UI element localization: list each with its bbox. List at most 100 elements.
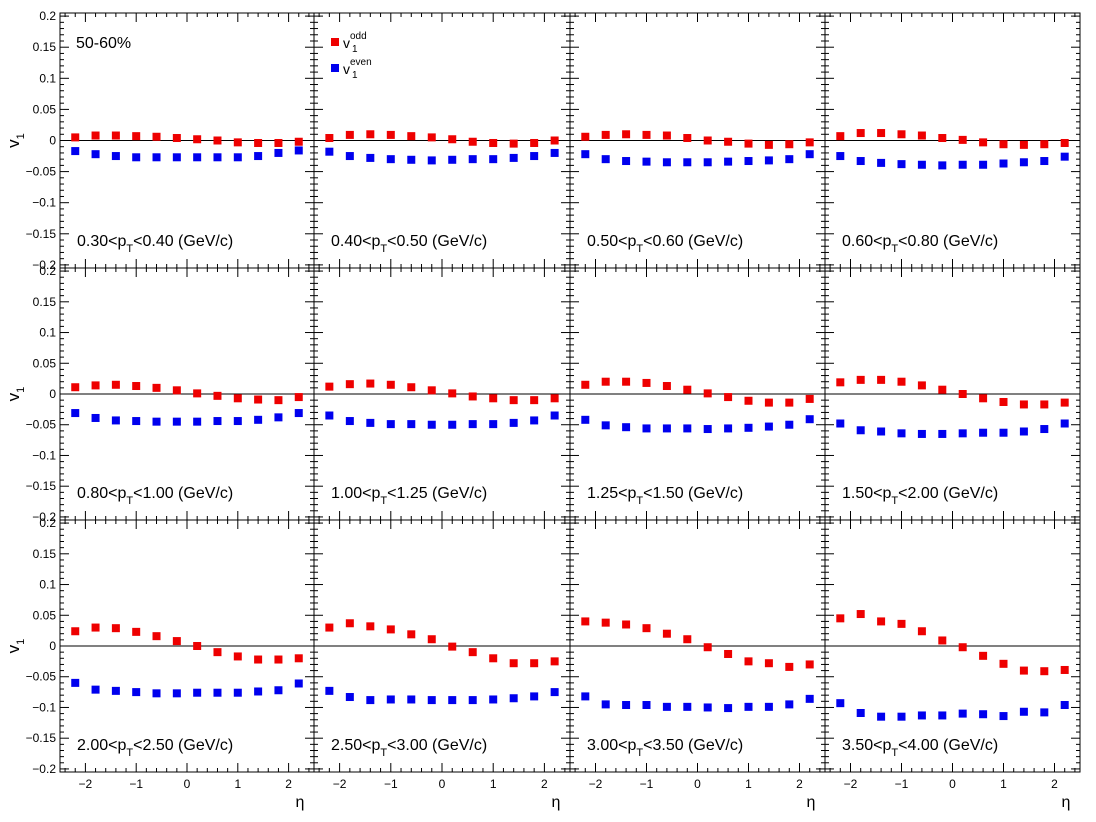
point-v1-odd <box>111 624 120 633</box>
point-v1-odd <box>550 657 559 666</box>
point-v1-odd <box>703 389 712 398</box>
point-v1-even <box>744 157 753 166</box>
point-v1-odd <box>193 135 202 144</box>
point-v1-even <box>132 688 141 697</box>
point-v1-odd <box>897 377 906 386</box>
point-v1-even <box>550 688 559 697</box>
point-v1-even <box>407 420 416 429</box>
point-v1-odd <box>386 130 395 139</box>
point-v1-even <box>366 153 375 162</box>
y-tick-label: −0.1 <box>32 448 56 462</box>
point-v1-even <box>427 156 436 165</box>
x-tick-label: −1 <box>129 777 143 791</box>
point-v1-odd <box>489 138 498 147</box>
point-v1-odd <box>71 383 80 392</box>
point-v1-odd <box>550 394 559 403</box>
x-tick-label: −2 <box>844 777 858 791</box>
point-v1-odd <box>877 617 886 626</box>
point-v1-odd <box>877 129 886 138</box>
point-v1-odd <box>917 131 926 140</box>
pt-bin-label: 0.30<pT<0.40 (GeV/c) <box>77 233 233 255</box>
pt-bin-label: 2.00<pT<2.50 (GeV/c) <box>77 737 233 759</box>
point-v1-even <box>1060 152 1069 161</box>
point-v1-even <box>1019 427 1028 436</box>
panel-grid: 0.2 0.15 0.1 0.05 0 −0.05 −0.1 −0.15 −0.2 0.30<pT… <box>26 9 1081 791</box>
point-v1-even <box>622 701 631 710</box>
y-tick-label: 0.05 <box>33 356 57 370</box>
point-v1-even <box>999 159 1008 168</box>
panel-11: −2 −1 0 1 2 3.00<pT<3.50 (GeV/c) <box>569 519 826 791</box>
point-v1-even <box>233 417 242 426</box>
x-tick-label: 1 <box>490 777 497 791</box>
point-v1-even <box>683 158 692 167</box>
point-v1-odd <box>1019 666 1028 675</box>
point-v1-even <box>1040 157 1049 166</box>
point-v1-odd <box>1060 665 1069 674</box>
centrality-label: 50-60% <box>76 35 131 52</box>
point-v1-odd <box>938 385 947 394</box>
point-v1-even <box>345 693 354 702</box>
point-v1-even <box>530 692 539 701</box>
point-v1-odd <box>132 132 141 141</box>
point-v1-odd <box>325 134 334 143</box>
point-v1-even <box>836 699 845 708</box>
point-v1-even <box>805 694 814 703</box>
point-v1-even <box>91 685 100 694</box>
point-v1-odd <box>254 138 263 147</box>
point-v1-even <box>193 153 202 162</box>
y-tick-label: 0 <box>49 639 56 653</box>
y-tick-label: 0.2 <box>39 264 56 278</box>
point-v1-odd <box>407 383 416 392</box>
point-v1-even <box>152 153 161 162</box>
point-v1-odd <box>999 140 1008 149</box>
point-v1-odd <box>917 627 926 636</box>
point-v1-odd <box>622 130 631 139</box>
y-tick-label: −0.05 <box>26 670 57 684</box>
point-v1-odd <box>111 380 120 389</box>
point-v1-odd <box>764 140 773 149</box>
point-v1-odd <box>1060 398 1069 407</box>
point-v1-even <box>325 411 334 420</box>
x-tick-label: 0 <box>949 777 956 791</box>
x-tick-label: 1 <box>1000 777 1007 791</box>
y-tick-label: −0.15 <box>26 731 57 745</box>
point-v1-odd <box>897 130 906 139</box>
point-v1-even <box>172 689 181 698</box>
point-v1-odd <box>111 131 120 140</box>
point-v1-even <box>683 702 692 711</box>
point-v1-odd <box>958 643 967 652</box>
point-v1-odd <box>193 389 202 398</box>
point-v1-odd <box>132 382 141 391</box>
point-v1-odd <box>938 636 947 645</box>
point-v1-odd <box>172 386 181 395</box>
y-axis-title: v1 <box>4 133 27 148</box>
point-v1-even <box>345 152 354 161</box>
y-tick-label: 0 <box>49 387 56 401</box>
point-v1-odd <box>152 383 161 392</box>
point-v1-even <box>366 418 375 427</box>
point-v1-even <box>233 153 242 162</box>
point-v1-odd <box>274 396 283 405</box>
point-v1-odd <box>427 635 436 644</box>
point-v1-odd <box>581 617 590 626</box>
point-v1-odd <box>805 138 814 147</box>
x-tick-label: 1 <box>745 777 752 791</box>
panel-8: 1.50<pT<2.00 (GeV/c) <box>824 267 1081 521</box>
y-tick-label: −0.1 <box>32 700 56 714</box>
point-v1-even <box>345 417 354 426</box>
pt-bin-label: 0.60<pT<0.80 (GeV/c) <box>842 233 998 255</box>
point-v1-odd <box>172 637 181 646</box>
point-v1-odd <box>917 381 926 390</box>
point-v1-odd <box>386 625 395 634</box>
point-v1-odd <box>979 651 988 660</box>
point-v1-odd <box>193 642 202 650</box>
point-v1-odd <box>550 136 559 145</box>
point-v1-odd <box>979 138 988 147</box>
x-tick-label: −2 <box>79 777 93 791</box>
point-v1-even <box>877 427 886 436</box>
point-v1-even <box>958 709 967 718</box>
point-v1-even <box>448 155 457 164</box>
point-v1-even <box>509 418 518 427</box>
point-v1-even <box>877 158 886 167</box>
point-v1-odd <box>152 632 161 641</box>
